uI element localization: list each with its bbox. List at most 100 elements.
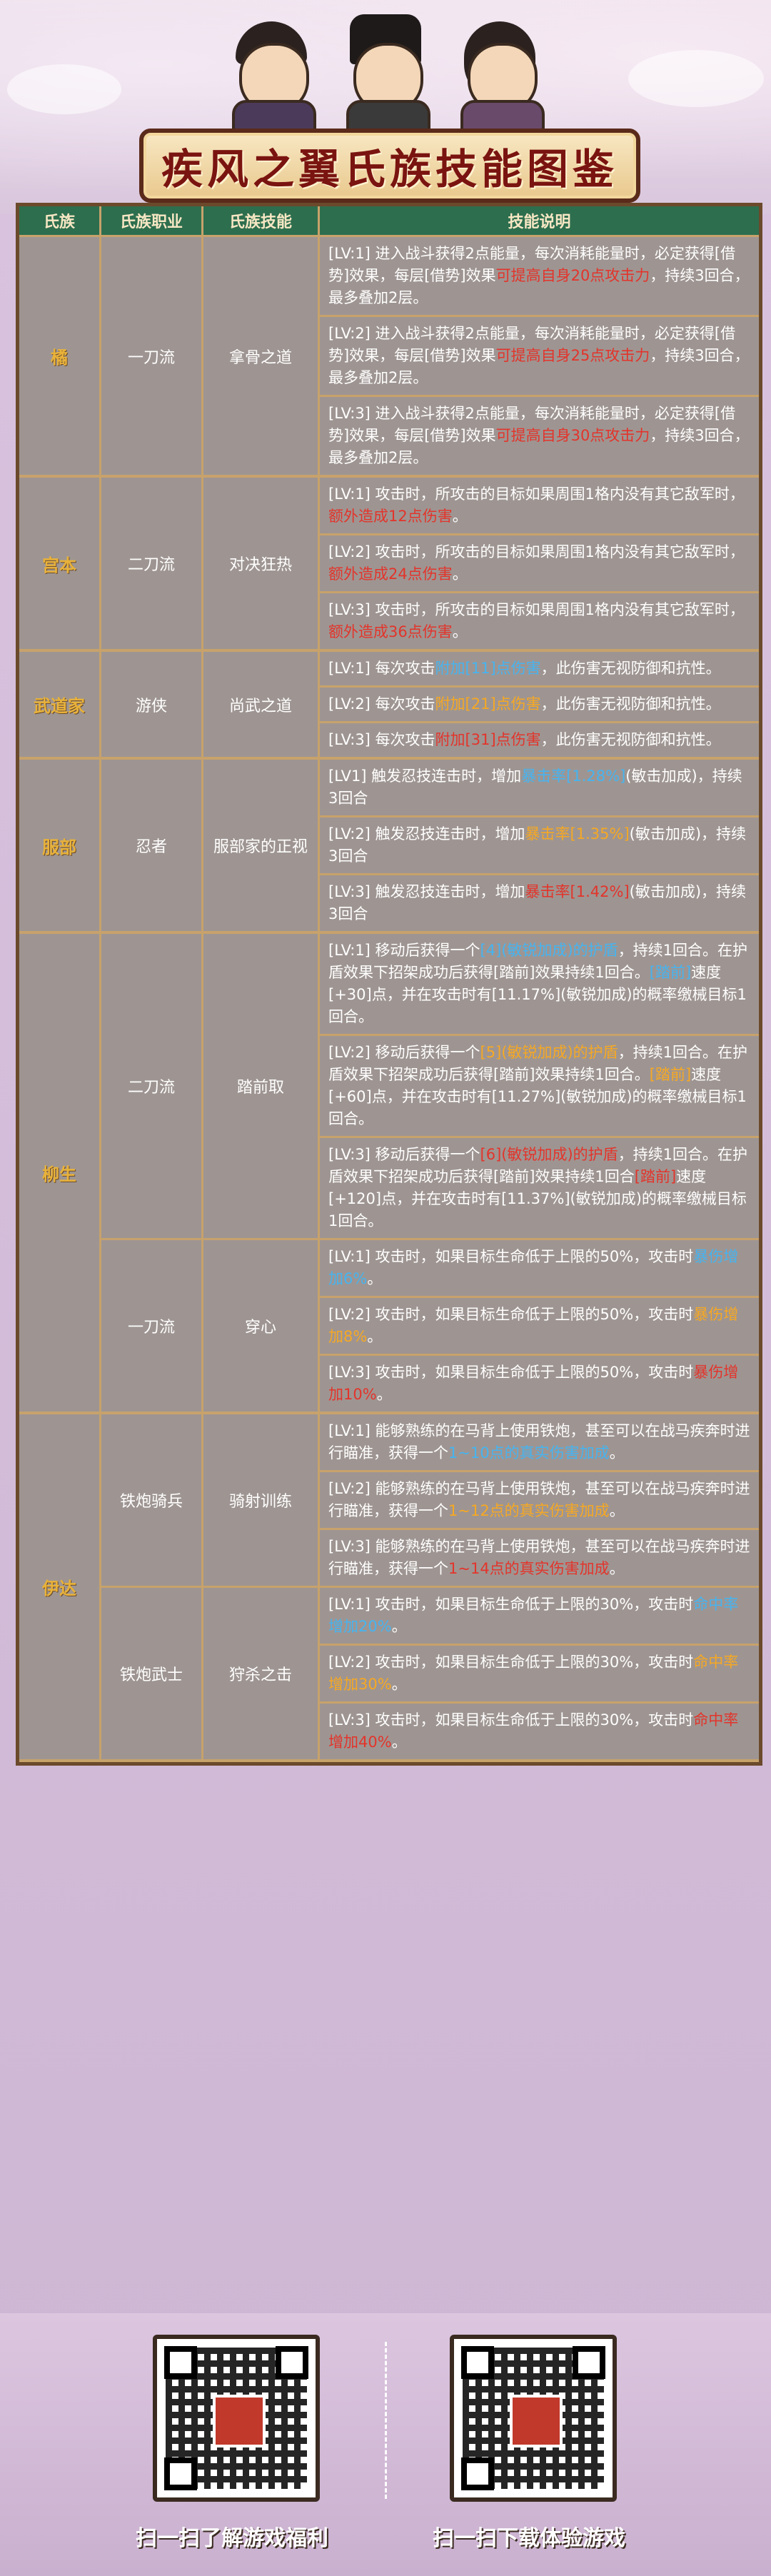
highlight-text: [5](敏锐加成)的护盾 [480, 1044, 618, 1061]
highlight-text: 命中率增加40% [328, 1711, 739, 1751]
skill-level-description: [LV:2] 攻击时，如果目标生命低于上限的50%，攻击时暴伤增加8%。 [320, 1298, 759, 1356]
job-name: 铁炮骑兵 [101, 1414, 203, 1586]
description-text: [LV:3] 每次攻击 [328, 731, 435, 748]
job-name: 一刀流 [101, 237, 203, 475]
skill-level-description: [LV:2] 每次攻击附加[21]点伤害，此伤害无视防御和抗性。 [320, 688, 759, 723]
description-text: 。 [391, 1676, 407, 1693]
job-name: 二刀流 [101, 934, 203, 1238]
clan-name: 宫本 [19, 478, 101, 649]
skill-name: 穿心 [203, 1240, 320, 1412]
top-banner: 疾风之翼氏族技能图鉴 [0, 0, 771, 214]
skill-level-description: [LV:1] 攻击时，所攻击的目标如果周围1格内没有其它敌军时， 额外造成12点伤… [320, 478, 759, 535]
highlight-text: [踏前] [649, 964, 692, 981]
description-text: ，持续1回合。在护盾效果下招架成功后获得[踏前]效果持续1回合。 [328, 1044, 748, 1083]
clan-groups: 二刀流 对决狂热 [LV:1] 攻击时，所攻击的目标如果周围1格内没有其它敌军时， 额… [101, 478, 759, 649]
skill-level-description: [LV:3] 移动后获得一个[6](敏锐加成)的护盾，持续1回合。在护盾效果下招… [320, 1138, 759, 1238]
description-text: [LV:2] 攻击时，如果目标生命低于上限的50%，攻击时 [328, 1306, 694, 1323]
page-title: 疾风之翼氏族技能图鉴 [161, 145, 618, 193]
footer: 扫一扫了解游戏福利 扫一扫下载体验游戏 [0, 2313, 771, 2576]
header-clan: 氏族 [19, 206, 101, 235]
description-text: [LV:3] 攻击时，如果目标生命低于上限的50%，攻击时 [328, 1364, 694, 1381]
skill-level-description: [LV:2] 移动后获得一个[5](敏锐加成)的护盾，持续1回合。在护盾效果下招… [320, 1036, 759, 1138]
character-center [336, 14, 435, 149]
description-text: 。 [609, 1560, 625, 1577]
skill-name: 拿骨之道 [203, 237, 320, 475]
job-name: 一刀流 [101, 1240, 203, 1412]
job-name: 游侠 [101, 652, 203, 757]
job-group: 一刀流 穿心 [LV:1] 攻击时，如果目标生命低于上限的50%，攻击时暴伤增加6%… [101, 1240, 759, 1412]
qr-code-download[interactable] [450, 2335, 617, 2502]
description-text: [LV:3] 攻击时，如果目标生命低于上限的30%，攻击时 [328, 1711, 694, 1729]
description-text: 。 [367, 1270, 383, 1287]
description-text: [LV:1] 进入战斗获得2点能量，每次消耗能量时，必定获得[借势]效果，每层[… [328, 245, 736, 284]
character-right [450, 14, 550, 149]
clan-name: 柳生 [19, 934, 101, 1412]
table-body: 橘一刀流 拿骨之道 [LV:1] 进入战斗获得2点能量，每次消耗能量时，必定获得[借… [19, 237, 759, 1762]
skill-level-description: [LV:3] 能够熟练的在马背上使用铁炮，甚至可以在战马疾奔时进行瞄准，获得一个… [320, 1530, 759, 1586]
highlight-text: 额外造成12点伤害 [328, 508, 453, 525]
description-text: [LV:1] 攻击时，如果目标生命低于上限的50%，攻击时 [328, 1248, 694, 1265]
clan-name: 武道家 [19, 652, 101, 757]
game-logo-icon [510, 2395, 563, 2447]
skill-level-description: [LV1] 触发忍技连击时，增加暴击率[1.28%](敏击加成)，持续3回合 [320, 760, 759, 817]
description-text: [LV:3] 触发忍技连击时，增加 [328, 883, 525, 900]
clan-groups: 游侠 尚武之道 [LV:1] 每次攻击附加[11]点伤害，此伤害无视防御和抗性。 [L… [101, 652, 759, 757]
clan-row: 服部 忍者 服部家的正视 [LV1] 触发忍技连击时，增加暴击率[1.28%](敏击加… [19, 760, 759, 934]
description-text: ，此伤害无视防御和抗性。 [540, 660, 721, 677]
clan-groups: 铁炮骑兵 骑射训练 [LV:1] 能够熟练的在马背上使用铁炮，甚至可以在战马疾奔时进… [101, 1414, 759, 1759]
highlight-text: 暴击率[1.42%] [525, 883, 630, 900]
description-text: [LV:2] 每次攻击 [328, 695, 435, 713]
job-group: 二刀流 踏前取 [LV:1] 移动后获得一个[4](敏锐加成)的护盾，持续1回合。在… [101, 934, 759, 1240]
description-text: (敏击加成)，持续3回合 [328, 825, 747, 865]
highlight-text: 1~14点的真实伤害加成 [448, 1560, 610, 1577]
skill-level-description: [LV:1] 移动后获得一个[4](敏锐加成)的护盾，持续1回合。在护盾效果下招… [320, 934, 759, 1036]
description-text: [LV:2] 攻击时，所攻击的目标如果周围1格内没有其它敌军时， [328, 543, 745, 560]
skill-levels: [LV:1] 攻击时，如果目标生命低于上限的30%，攻击时命中率增加20%。 [L… [320, 1588, 759, 1759]
qr-code-welfare[interactable] [153, 2335, 320, 2502]
description-text: ，持续3回合，最多叠加2层。 [328, 427, 750, 466]
skill-level-description: [LV:2] 攻击时，所攻击的目标如果周围1格内没有其它敌军时， 额外造成24点伤… [320, 535, 759, 593]
skill-level-description: [LV:1] 攻击时，如果目标生命低于上限的30%，攻击时命中率增加20%。 [320, 1588, 759, 1646]
skill-name: 骑射训练 [203, 1414, 320, 1586]
skill-level-description: [LV:1] 能够熟练的在马背上使用铁炮，甚至可以在战马疾奔时进行瞄准，获得一个… [320, 1414, 759, 1472]
cloud-decoration [7, 64, 121, 114]
skill-levels: [LV:1] 攻击时，所攻击的目标如果周围1格内没有其它敌军时， 额外造成12点伤… [320, 478, 759, 649]
highlight-text: 命中率增加20% [328, 1596, 739, 1635]
table-header: 氏族 氏族职业 氏族技能 技能说明 [19, 206, 759, 237]
clan-name: 伊达 [19, 1414, 101, 1759]
description-text: ，此伤害无视防御和抗性。 [540, 731, 721, 748]
skill-level-description: [LV:1] 进入战斗获得2点能量，每次消耗能量时，必定获得[借势]效果，每层[… [320, 237, 759, 317]
qr-label-download: 扫一扫下载体验游戏 [433, 2526, 625, 2551]
skill-level-description: [LV:1] 每次攻击附加[11]点伤害，此伤害无视防御和抗性。 [320, 652, 759, 688]
highlight-text: 可提高自身30点攻击力 [495, 427, 650, 444]
skill-levels: [LV:1] 攻击时，如果目标生命低于上限的50%，攻击时暴伤增加6%。 [LV:… [320, 1240, 759, 1412]
highlight-text: 暴击率[1.35%] [525, 825, 630, 842]
description-text: [LV:3] 进入战斗获得2点能量，每次消耗能量时，必定获得[借势]效果，每层[… [328, 405, 736, 444]
skill-level-description: [LV:2] 进入战斗获得2点能量，每次消耗能量时，必定获得[借势]效果，每层[… [320, 317, 759, 397]
highlight-text: 额外造成24点伤害 [328, 565, 453, 583]
skill-levels: [LV:1] 移动后获得一个[4](敏锐加成)的护盾，持续1回合。在护盾效果下招… [320, 934, 759, 1238]
highlight-text: 暴击率[1.28%] [521, 768, 626, 785]
highlight-text: 附加[21]点伤害 [435, 695, 541, 713]
clan-groups: 忍者 服部家的正视 [LV1] 触发忍技连击时，增加暴击率[1.28%](敏击加成)… [101, 760, 759, 931]
description-text: ，持续1回合。在护盾效果下招架成功后获得[踏前]效果持续1回合。 [328, 942, 748, 981]
skill-levels: [LV:1] 能够熟练的在马背上使用铁炮，甚至可以在战马疾奔时进行瞄准，获得一个… [320, 1414, 759, 1586]
skill-name: 服部家的正视 [203, 760, 320, 931]
description-text: 。 [376, 1386, 392, 1403]
skill-levels: [LV:1] 进入战斗获得2点能量，每次消耗能量时，必定获得[借势]效果，每层[… [320, 237, 759, 475]
job-name: 二刀流 [101, 478, 203, 649]
job-group: 游侠 尚武之道 [LV:1] 每次攻击附加[11]点伤害，此伤害无视防御和抗性。 [L… [101, 652, 759, 757]
highlight-text: 附加[11]点伤害 [435, 660, 541, 677]
clan-row: 伊达 铁炮骑兵 骑射训练 [LV:1] 能够熟练的在马背上使用铁炮，甚至可以在战马疾奔… [19, 1414, 759, 1762]
description-text: [LV:3] 能够熟练的在马背上使用铁炮，甚至可以在战马疾奔时进行瞄准，获得一个 [328, 1538, 750, 1577]
header-skill: 氏族技能 [203, 206, 320, 235]
description-text: ，持续1回合。在护盾效果下招架成功后获得[踏前]效果持续1回合 [328, 1146, 748, 1185]
skill-level-description: [LV:3] 攻击时，所攻击的目标如果周围1格内没有其它敌军时， 额外造成36点伤… [320, 593, 759, 649]
description-text: 速度[+120]点，并在攻击时有[11.37%](敏锐加成)的概率缴械目标1回合… [328, 1168, 747, 1229]
description-text: [LV:2] 能够熟练的在马背上使用铁炮，甚至可以在战马疾奔时进行瞄准，获得一个 [328, 1480, 750, 1519]
skill-name: 对决狂热 [203, 478, 320, 649]
skill-level-description: [LV:2] 触发忍技连击时，增加暴击率[1.35%](敏击加成)，持续3回合 [320, 817, 759, 875]
highlight-text: [4](敏锐加成)的护盾 [480, 942, 618, 959]
clan-row: 宫本 二刀流 对决狂热 [LV:1] 攻击时，所攻击的目标如果周围1格内没有其它敌军时… [19, 478, 759, 652]
job-group: 忍者 服部家的正视 [LV1] 触发忍技连击时，增加暴击率[1.28%](敏击加成)… [101, 760, 759, 931]
